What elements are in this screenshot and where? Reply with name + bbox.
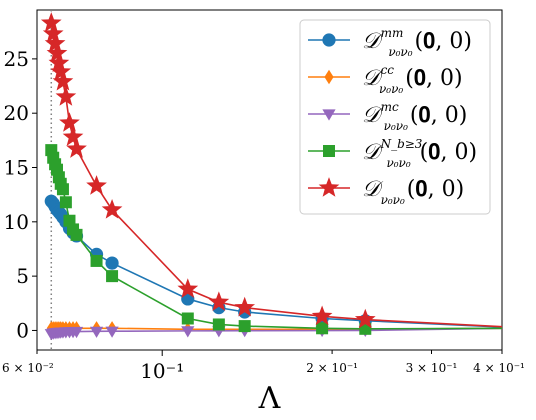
data-point [212, 318, 225, 331]
x-tick-label: 2 × 10⁻¹ [306, 361, 358, 375]
legend-marker [324, 69, 334, 85]
data-point [52, 70, 74, 91]
legend-label: 𝒟mm ν₀ν₀(𝟎, 0) [362, 26, 472, 59]
y-tick-label: 25 [4, 47, 29, 71]
y-axis-ticks: 0 5 10 15 20 25 [4, 47, 37, 342]
series-4 [40, 12, 503, 329]
legend-box [299, 19, 491, 215]
y-tick-label: 15 [4, 156, 29, 180]
data-point [59, 112, 80, 132]
data-point [66, 138, 87, 158]
data-point [50, 61, 72, 81]
data-point [46, 42, 68, 63]
x-tick-label: 10⁻¹ [140, 359, 184, 383]
legend-marker [318, 177, 340, 197]
legend-entry: 𝒟ν₀ν₀(𝟎, 0) [308, 177, 464, 207]
legend-marker [322, 109, 336, 121]
legend-label: 𝒟mc ν₀ν₀(𝟎, 0) [362, 100, 467, 133]
data-point [69, 326, 84, 339]
data-point [101, 198, 123, 219]
plot-area [36, 9, 503, 351]
data-point [177, 278, 199, 298]
data-point [311, 305, 333, 326]
data-point [238, 320, 251, 333]
data-point [48, 52, 70, 73]
data-point [59, 196, 72, 209]
x-axis-label: Λ [258, 381, 281, 416]
data-point [40, 12, 62, 32]
legend: 𝒟mm ν₀ν₀(𝟎, 0) 𝒟cc ν₀ν₀(𝟎, 0) 𝒟mc ν₀ν₀(𝟎, 0) 𝒟… [299, 19, 491, 215]
x-axis-ticks: 6 × 10⁻² 10⁻¹ 2 × 10⁻¹ 3 × 10⁻¹ 4 × 10⁻¹ [2, 350, 525, 383]
x-tick-label: 4 × 10⁻¹ [473, 361, 525, 375]
y-tick-label: 5 [16, 264, 29, 288]
x-tick-label: 3 × 10⁻¹ [406, 361, 458, 375]
data-point [42, 23, 64, 43]
y-tick-label: 20 [4, 101, 29, 125]
data-point [354, 308, 376, 329]
data-point [106, 270, 119, 283]
legend-entry: 𝒟mm ν₀ν₀(𝟎, 0) [308, 26, 472, 59]
legend-entry: 𝒟N_b≥3 ν₀ν₀ (𝟎, 0) [308, 137, 477, 170]
series-line-tail [365, 318, 503, 328]
series-layer [40, 12, 503, 341]
data-point [234, 296, 256, 317]
legend-label: 𝒟cc ν₀ν₀(𝟎, 0) [362, 63, 463, 96]
data-point [55, 86, 77, 106]
legend-entry: 𝒟mc ν₀ν₀(𝟎, 0) [308, 100, 467, 133]
plot-frame [36, 9, 503, 351]
y-tick-label: 10 [4, 210, 29, 234]
data-point [105, 326, 119, 338]
data-point [44, 32, 66, 53]
y-tick-label: 0 [16, 318, 29, 342]
legend-marker [322, 33, 336, 47]
data-point [89, 326, 104, 338]
data-point [181, 312, 194, 325]
legend-entry: 𝒟cc ν₀ν₀(𝟎, 0) [308, 63, 463, 96]
data-point [62, 126, 84, 146]
data-point [70, 228, 83, 241]
legend-marker [323, 145, 335, 157]
data-point [86, 175, 107, 195]
data-point [56, 183, 69, 196]
data-point [181, 326, 195, 338]
legend-label: 𝒟ν₀ν₀(𝟎, 0) [362, 177, 464, 207]
x-tick-label: 6 × 10⁻² [2, 361, 54, 375]
data-point [316, 322, 329, 335]
data-point [105, 256, 119, 270]
data-point [90, 254, 103, 267]
data-point [208, 291, 230, 312]
series-line-tail [365, 327, 503, 330]
legend-label: 𝒟N_b≥3 ν₀ν₀ (𝟎, 0) [362, 137, 477, 170]
